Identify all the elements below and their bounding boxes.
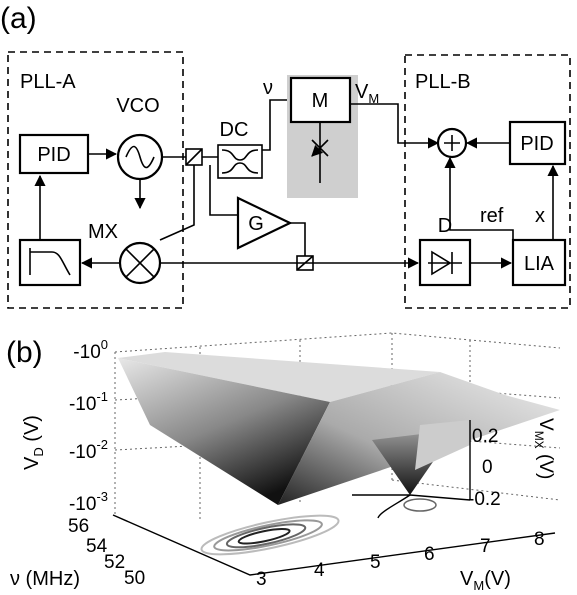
label-sub: M [473,578,484,593]
amplifier [238,198,290,248]
inset-tick: 0.2 [472,426,498,447]
label-unit: (V) [484,568,511,590]
wire [290,223,305,256]
label-sub: D [31,447,46,456]
inset-axis-label: VMX (V) [532,418,556,479]
x-axis-label: VM(V) [460,568,511,593]
coupler-lines [222,150,258,173]
label-main: V [21,456,43,470]
x-tick: 7 [480,536,491,557]
x-tick: 8 [534,529,545,550]
ref-label: ref [480,205,504,227]
shape [225,520,307,552]
y-axis-label: ν (MHz) [10,568,80,590]
label-unit: (V) [535,449,556,480]
z-tick: -10-2 [69,437,108,463]
g-label: G [248,213,264,235]
m-label: M [312,90,329,112]
filter-box [20,240,80,285]
tick-exp: -3 [96,489,108,504]
lia-label: LIA [524,253,555,275]
vm-main: V [355,81,369,103]
z-tick: -10-1 [69,389,108,415]
nu-label: ν [263,77,273,99]
y-tick: 56 [68,516,89,537]
mx-label: MX [88,221,118,243]
tick-base: -10 [69,442,96,463]
tick-base: -10 [73,342,100,363]
y-tick: 52 [104,552,125,573]
x-tick: 3 [256,569,267,590]
inset-tick: -0.2 [468,489,501,510]
label-unit: (V) [21,415,43,447]
inset-surface [415,420,470,470]
d-label: D [438,215,452,237]
x-tick: 6 [424,544,435,565]
wire [160,149,238,240]
panel-label: (b) [6,336,43,369]
panel-label: (a) [0,2,37,35]
x-tick: 5 [370,552,381,573]
x-label: x [535,205,545,227]
label-sub: MX [532,431,546,449]
panel-a: (a) PLL-A PLL-B PID VCO DC ν M VM PID re [0,2,570,308]
z-axis-label: VD (V) [21,415,46,470]
page: {"panel_a": {"label": "(a)", "pll_a": "P… [0,0,577,595]
shape [199,508,341,563]
vco-label: VCO [116,95,159,117]
inset-contour [404,499,436,511]
tick-exp: 0 [101,337,108,352]
pid-label: PID [37,144,70,166]
pll-a-label: PLL-A [20,71,76,93]
z-tick: -100 [73,337,108,363]
label-main: V [535,418,556,431]
label-main: V [460,568,474,590]
x-tick: 4 [314,560,325,581]
inset-tick: 0 [482,457,493,478]
shape [212,514,324,556]
dc-label: DC [220,119,249,141]
figure: (a) PLL-A PLL-B PID VCO DC ν M VM PID re [0,0,577,595]
wire [350,104,438,143]
tick-exp: -2 [96,437,108,452]
tick-base: -10 [69,494,96,515]
tick-exp: -1 [96,389,108,404]
z-tick: -10-3 [69,489,108,515]
wire [262,100,291,150]
panel-b: (b) 0.2 0 -0.2 VMX (V) -100 -10-1 -10-2 … [6,333,560,593]
y-tick: 50 [124,568,145,589]
contours [199,508,341,563]
pid-b-label: PID [520,133,553,155]
pll-b-label: PLL-B [415,71,471,93]
vm-label: VM [355,81,379,106]
tick-base: -10 [69,394,96,415]
